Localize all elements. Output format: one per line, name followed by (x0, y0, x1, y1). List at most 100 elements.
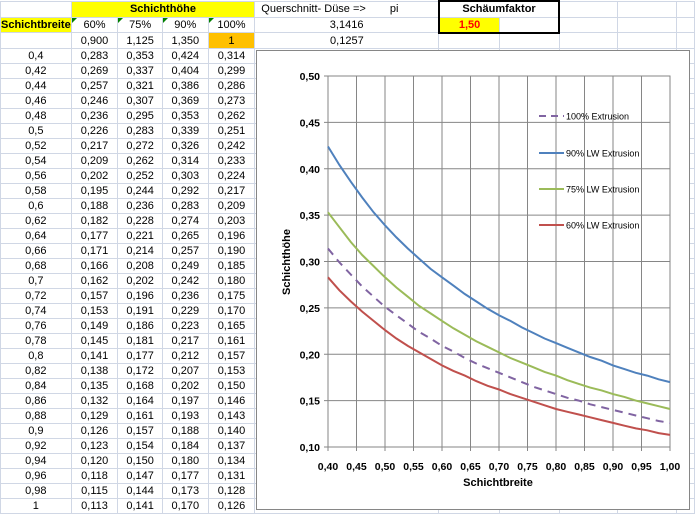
cell[interactable] (558, 0, 619, 18)
schichthoehe-cell[interactable]: 0,424 (161, 48, 209, 64)
schichtbreite-cell[interactable]: 0,44 (0, 78, 72, 94)
schichtbreite-cell[interactable]: 0,56 (0, 168, 72, 184)
schichthoehe-cell[interactable]: 0,217 (70, 138, 119, 154)
schichtbreite-cell[interactable]: 0,84 (0, 378, 72, 394)
schichthoehe-cell[interactable]: 0,131 (207, 468, 256, 484)
schichthoehe-cell[interactable]: 0,326 (161, 138, 209, 154)
schichthoehe-cell[interactable]: 0,153 (207, 363, 256, 379)
schichthoehe-cell[interactable]: 0,262 (117, 153, 163, 169)
schichthoehe-cell[interactable]: 0,251 (207, 123, 256, 139)
schichthoehe-cell[interactable]: 0,283 (70, 48, 119, 64)
cell[interactable] (558, 32, 619, 49)
cell[interactable] (617, 0, 678, 18)
schichthoehe-cell[interactable]: 0,242 (207, 138, 256, 154)
schichtbreite-cell[interactable]: 0,74 (0, 303, 72, 319)
schichtbreite-cell[interactable]: 0,62 (0, 213, 72, 229)
schichthoehe-cell[interactable]: 0,173 (161, 483, 209, 499)
cell[interactable] (676, 16, 695, 33)
schichthoehe-cell[interactable]: 0,337 (117, 63, 163, 79)
schichthoehe-cell[interactable]: 0,295 (117, 108, 163, 124)
schichtbreite-cell[interactable]: 0,58 (0, 183, 72, 199)
schichthoehe-cell[interactable]: 0,161 (207, 333, 256, 349)
schichtbreite-cell[interactable]: 0,98 (0, 483, 72, 499)
schichthoehe-cell[interactable]: 0,157 (207, 348, 256, 364)
schichthoehe-cell[interactable]: 0,386 (161, 78, 209, 94)
schichthoehe-cell[interactable]: 0,269 (70, 63, 119, 79)
schichthoehe-cell[interactable]: 0,229 (161, 303, 209, 319)
schichthoehe-cell[interactable]: 0,197 (161, 393, 209, 409)
schichthoehe-cell[interactable]: 0,145 (70, 333, 119, 349)
schichthoehe-cell[interactable]: 0,244 (117, 183, 163, 199)
schichthoehe-cell[interactable]: 0,339 (161, 123, 209, 139)
schichtbreite-cell[interactable]: 0,78 (0, 333, 72, 349)
schichthoehe-cell[interactable]: 0,314 (207, 48, 256, 64)
schichthoehe-cell[interactable]: 0,303 (161, 168, 209, 184)
schichthoehe-cell[interactable]: 0,168 (117, 378, 163, 394)
schichthoehe-cell[interactable]: 0,217 (161, 333, 209, 349)
schichtbreite-cell[interactable]: 0,48 (0, 108, 72, 124)
schichthoehe-cell[interactable]: 0,147 (117, 468, 163, 484)
schichthoehe-cell[interactable]: 0,283 (117, 123, 163, 139)
schichthoehe-cell[interactable]: 0,137 (207, 438, 256, 454)
schichtbreite-cell[interactable]: 1 (0, 498, 72, 514)
schichthoehe-cell[interactable]: 0,265 (161, 228, 209, 244)
schichtbreite-cell[interactable]: 0,8 (0, 348, 72, 364)
schichtbreite-cell[interactable]: 0,5 (0, 123, 72, 139)
schichthoehe-cell[interactable]: 0,115 (70, 483, 119, 499)
schichthoehe-cell[interactable]: 0,170 (207, 303, 256, 319)
schichthoehe-cell[interactable]: 0,143 (207, 408, 256, 424)
schichthoehe-cell[interactable]: 0,154 (117, 438, 163, 454)
schichtbreite-cell[interactable]: 0,52 (0, 138, 72, 154)
schichthoehe-cell[interactable]: 0,196 (207, 228, 256, 244)
schichthoehe-cell[interactable]: 0,307 (117, 93, 163, 109)
schichthoehe-cell[interactable]: 0,135 (70, 378, 119, 394)
schichthoehe-cell[interactable]: 0,153 (70, 303, 119, 319)
schaeumfaktor-value-cell[interactable]: 1,50 (437, 16, 501, 34)
schichtbreite-cell[interactable]: 0,46 (0, 93, 72, 109)
schichthoehe-cell[interactable]: 0,180 (207, 273, 256, 289)
schichthoehe-cell[interactable]: 0,292 (161, 183, 209, 199)
schichthoehe-cell[interactable]: 0,273 (207, 93, 256, 109)
line-chart[interactable]: 0,40 0,45 0,50 0,55 0,60 0,65 0,70 0,75 0,80 0,85… (256, 50, 690, 510)
schichthoehe-cell[interactable]: 0,207 (161, 363, 209, 379)
schichthoehe-cell[interactable]: 0,404 (161, 63, 209, 79)
schichthoehe-cell[interactable]: 0,128 (207, 483, 256, 499)
schichthoehe-cell[interactable]: 0,141 (70, 348, 119, 364)
schichthoehe-cell[interactable]: 0,257 (70, 78, 119, 94)
schichthoehe-cell[interactable]: 0,236 (70, 108, 119, 124)
schichthoehe-cell[interactable]: 0,191 (117, 303, 163, 319)
schichthoehe-cell[interactable]: 0,184 (161, 438, 209, 454)
schichthoehe-cell[interactable]: 0,224 (207, 168, 256, 184)
schichthoehe-cell[interactable]: 0,126 (207, 498, 256, 514)
schichthoehe-cell[interactable]: 0,140 (207, 423, 256, 439)
schichthoehe-cell[interactable]: 0,164 (117, 393, 163, 409)
schichthoehe-cell[interactable]: 0,190 (207, 243, 256, 259)
schichthoehe-cell[interactable]: 0,149 (70, 318, 119, 334)
schichthoehe-cell[interactable]: 0,212 (161, 348, 209, 364)
schichtbreite-cell[interactable]: 0,96 (0, 468, 72, 484)
schichtbreite-cell[interactable]: 0,88 (0, 408, 72, 424)
factor-100-cell[interactable]: 1 (207, 32, 256, 49)
schichtbreite-cell[interactable]: 0,6 (0, 198, 72, 214)
factor-90-cell[interactable]: 1,350 (161, 32, 209, 49)
cell[interactable] (617, 32, 678, 49)
schichthoehe-cell[interactable]: 0,209 (70, 153, 119, 169)
cell[interactable] (499, 16, 561, 34)
schichthoehe-cell[interactable]: 0,299 (207, 63, 256, 79)
cell[interactable] (676, 32, 695, 49)
cell[interactable] (0, 0, 72, 18)
schichthoehe-cell[interactable]: 0,132 (70, 393, 119, 409)
percent-75-cell[interactable]: 75% (117, 16, 163, 33)
schichthoehe-cell[interactable]: 0,177 (161, 468, 209, 484)
schichthoehe-cell[interactable]: 0,353 (161, 108, 209, 124)
schichthoehe-cell[interactable]: 0,221 (117, 228, 163, 244)
factor-75-cell[interactable]: 1,125 (117, 32, 163, 49)
schichthoehe-cell[interactable]: 0,172 (117, 363, 163, 379)
schichthoehe-cell[interactable]: 0,223 (161, 318, 209, 334)
schichthoehe-cell[interactable]: 0,262 (207, 108, 256, 124)
schichtbreite-cell[interactable]: 0,92 (0, 438, 72, 454)
schichthoehe-cell[interactable]: 0,252 (117, 168, 163, 184)
schichthoehe-cell[interactable]: 0,118 (70, 468, 119, 484)
schichthoehe-cell[interactable]: 0,113 (70, 498, 119, 514)
schichthoehe-cell[interactable]: 0,157 (70, 288, 119, 304)
